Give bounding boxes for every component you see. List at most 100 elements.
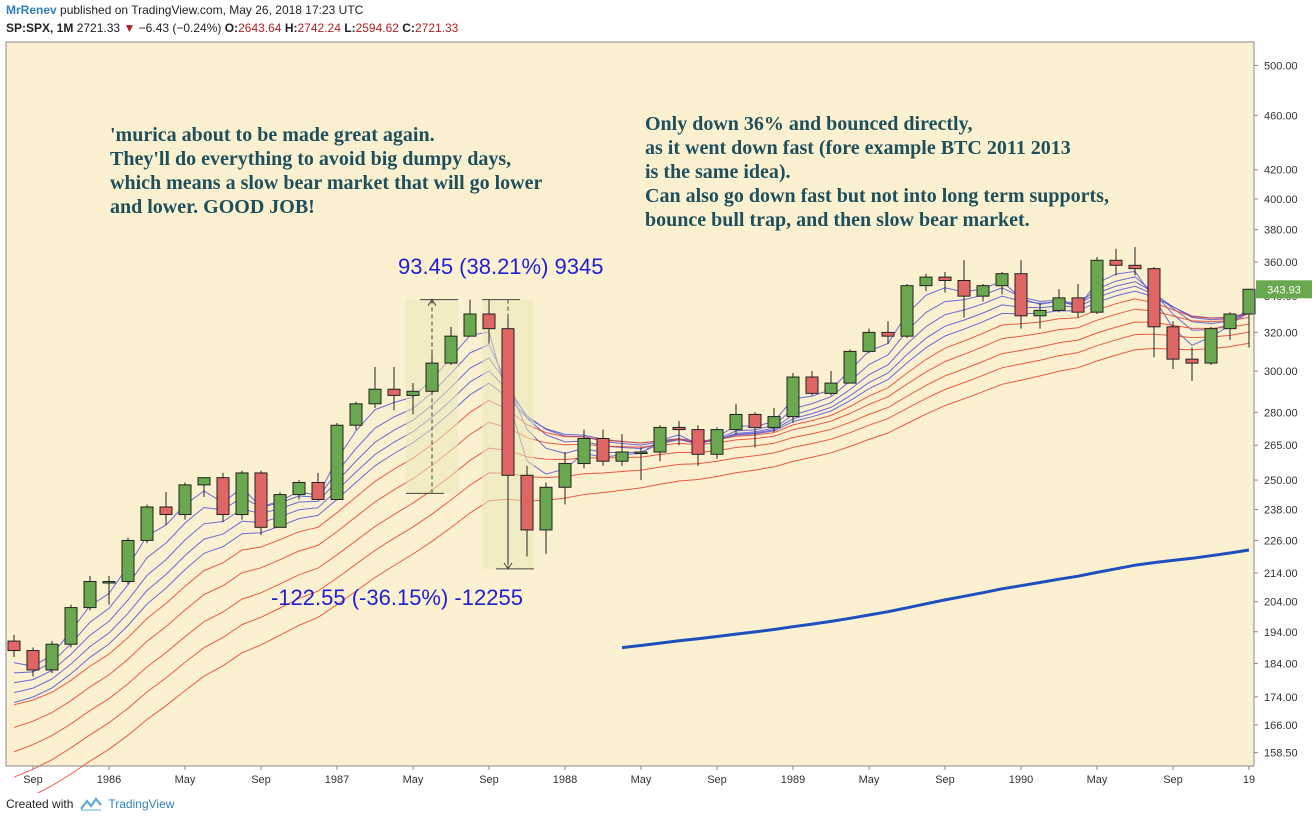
candle-body xyxy=(425,362,439,392)
candle xyxy=(64,604,78,648)
candle-body xyxy=(539,486,553,531)
candle-body xyxy=(843,350,857,384)
y-tick-label: 300.00 xyxy=(1264,366,1298,378)
candle-body xyxy=(1071,297,1085,313)
candle-body xyxy=(1242,288,1256,315)
last-price-tag xyxy=(1256,280,1312,299)
candle-body xyxy=(254,472,268,528)
y-tick-label: 400.00 xyxy=(1264,194,1298,206)
candle-body xyxy=(881,331,895,337)
candle-body xyxy=(919,276,933,287)
high-value: 2742.24 xyxy=(297,21,341,35)
candle xyxy=(520,465,534,557)
candle xyxy=(501,317,515,565)
price-change: −6.43 (−0.24%) xyxy=(138,21,222,35)
candle xyxy=(1185,347,1199,382)
short-ma-line xyxy=(13,285,1250,694)
candle xyxy=(140,504,154,544)
y-tick-label: 226.00 xyxy=(1264,535,1298,547)
candle-body xyxy=(520,474,534,531)
candle-body xyxy=(995,273,1009,287)
x-tick-label: 19 xyxy=(1243,774,1255,786)
candle xyxy=(311,472,325,501)
candle xyxy=(919,273,933,291)
candle-body xyxy=(216,477,230,516)
candle xyxy=(197,477,211,498)
candle-body xyxy=(615,451,629,462)
candle-body xyxy=(197,477,211,486)
candle-body xyxy=(824,382,838,394)
candle-body xyxy=(463,313,477,337)
candle-body xyxy=(1128,264,1142,270)
candle-body xyxy=(159,506,173,516)
candle xyxy=(824,371,838,396)
symbol-label: SP:SPX, 1M xyxy=(6,21,74,35)
open-label: O: xyxy=(224,21,239,35)
candle-body xyxy=(64,607,78,645)
candle-body xyxy=(1204,328,1218,364)
x-tick-label: 1988 xyxy=(553,774,577,786)
candle-body xyxy=(1147,268,1161,328)
candle xyxy=(558,452,572,505)
candle xyxy=(805,371,819,396)
candle-body xyxy=(1185,358,1199,364)
candle xyxy=(292,480,306,500)
annotation-line: They'll do everything to avoid big dumpy… xyxy=(110,148,511,170)
candle xyxy=(976,283,990,302)
candle-body xyxy=(1014,273,1028,317)
candle xyxy=(1033,303,1047,329)
candle-body xyxy=(7,640,21,652)
candle-body xyxy=(862,331,876,352)
author-name[interactable]: MrRenev xyxy=(6,3,57,17)
candle-body xyxy=(1052,297,1066,311)
candle-body xyxy=(558,463,572,488)
candle-body xyxy=(121,539,135,583)
y-tick-label: 166.00 xyxy=(1264,720,1298,732)
x-tick-label: May xyxy=(1087,774,1108,786)
candle-body xyxy=(672,426,686,431)
candle xyxy=(995,272,1009,295)
candle-body xyxy=(976,285,990,297)
moving-averages xyxy=(13,270,1250,793)
long-ma-line xyxy=(13,308,1250,728)
y-tick-label: 194.00 xyxy=(1264,627,1298,639)
axes: 500.00460.00420.00400.00380.00360.00340.… xyxy=(5,41,1312,786)
candle-body xyxy=(634,451,648,455)
candle xyxy=(596,429,610,466)
price-chart[interactable]: 93.45 (38.21%) 9345 -122.55 (-36.15%) -12… xyxy=(0,40,1316,793)
measure-arrowhead xyxy=(427,298,437,306)
candle-body xyxy=(26,650,40,671)
down-triangle-icon: ▼ xyxy=(123,21,136,35)
plot-border xyxy=(5,41,1255,767)
candle-body xyxy=(748,413,762,428)
candle xyxy=(1052,289,1066,313)
candle xyxy=(1223,312,1237,340)
candle-body xyxy=(691,429,705,455)
candle xyxy=(425,353,439,394)
candle xyxy=(463,299,477,337)
tradingview-link[interactable]: TradingView xyxy=(79,797,174,811)
y-tick-label: 360.00 xyxy=(1264,257,1298,269)
y-tick-label: 320.00 xyxy=(1264,327,1298,339)
measure-arrowhead xyxy=(503,562,513,570)
x-tick-label: May xyxy=(859,774,880,786)
candle xyxy=(634,447,648,481)
candle-body xyxy=(311,481,325,501)
candle xyxy=(1242,288,1256,348)
candle xyxy=(710,427,724,459)
candle xyxy=(1128,247,1142,276)
candle xyxy=(1147,266,1161,358)
candle xyxy=(862,328,876,354)
y-tick-label: 280.00 xyxy=(1264,407,1298,419)
candle xyxy=(786,373,800,424)
x-tick-label: 1987 xyxy=(325,774,349,786)
measure-label: 93.45 (38.21%) 9345 xyxy=(398,254,604,279)
y-tick-label: 250.00 xyxy=(1264,475,1298,487)
candle xyxy=(7,634,21,657)
x-tick-label: Sep xyxy=(479,774,499,786)
annotation-line: as it went down fast (fore example BTC 2… xyxy=(645,137,1071,159)
candle-body xyxy=(805,376,819,394)
close-label: C: xyxy=(402,21,415,35)
candle xyxy=(957,260,971,318)
annotation-line: which means a slow bear market that will… xyxy=(110,172,542,194)
